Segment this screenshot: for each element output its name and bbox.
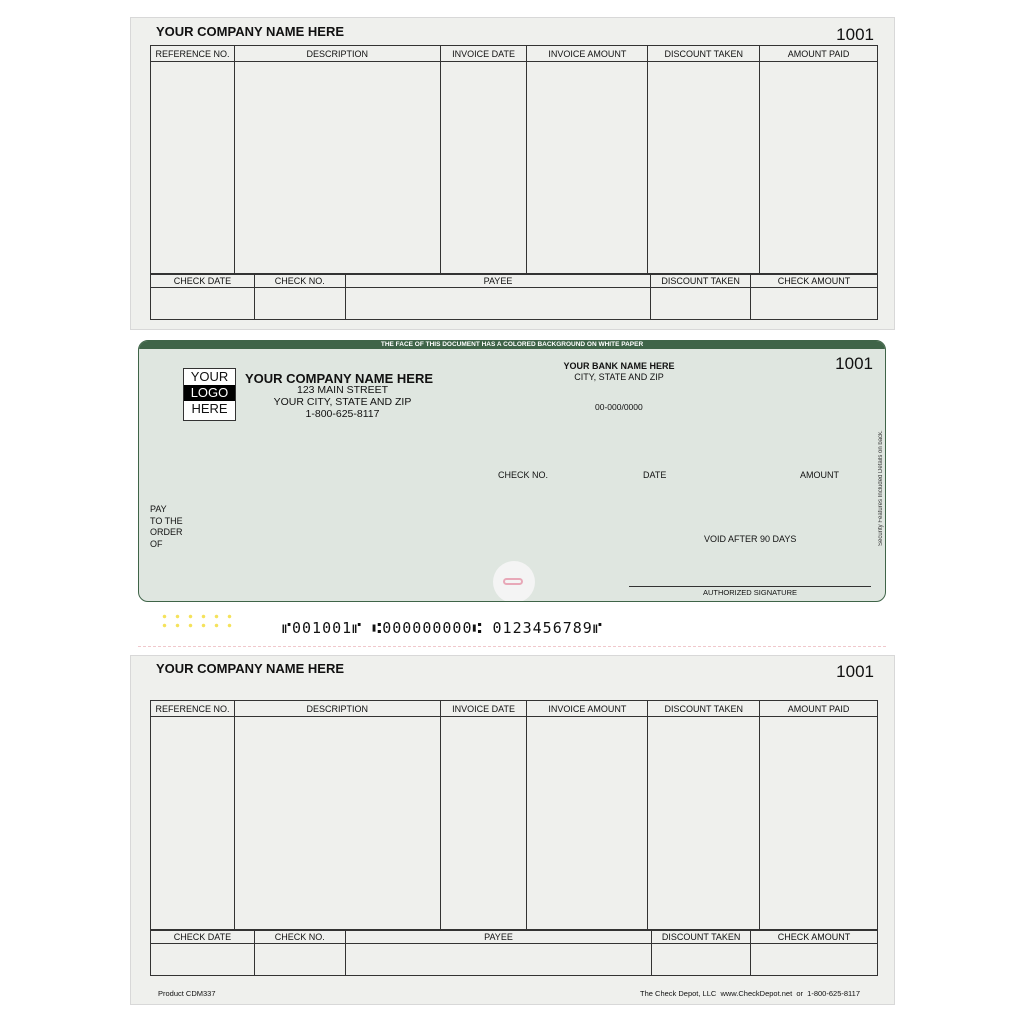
security-features-note: Security Features Included Details on ba… <box>878 430 884 546</box>
col-header: DISCOUNT TAKEN <box>647 45 761 62</box>
stub-check-number: 1001 <box>836 662 874 681</box>
col-header: REFERENCE NO. <box>150 700 235 717</box>
col-header: CHECK DATE <box>150 930 255 944</box>
date-label: DATE <box>643 470 667 480</box>
stub-table: REFERENCE NO. DESCRIPTION INVOICE DATE INVO… <box>150 45 878 274</box>
col-header: AMOUNT PAID <box>759 700 878 717</box>
col-header: DESCRIPTION <box>233 45 441 62</box>
product-code: Product CDM337 <box>158 989 216 998</box>
check-number: 1001 <box>835 354 873 373</box>
col-header: CHECK NO. <box>253 930 346 944</box>
col-header: INVOICE AMOUNT <box>526 45 649 62</box>
col-header: CHECK NO. <box>253 274 346 288</box>
col-header: INVOICE DATE <box>439 700 528 717</box>
stub-check-number: 1001 <box>836 25 874 44</box>
col-header: REFERENCE NO. <box>150 45 235 62</box>
security-dots-icon <box>158 612 236 632</box>
company-address: 123 MAIN STREET YOUR CITY, STATE AND ZIP 1… <box>273 384 412 420</box>
col-header: DISCOUNT TAKEN <box>650 274 752 288</box>
amount-label: AMOUNT <box>800 470 839 480</box>
col-header: DISCOUNT TAKEN <box>647 700 761 717</box>
vendor-info: The Check Depot, LLC www.CheckDepot.net … <box>640 989 860 998</box>
heat-seal-icon <box>493 561 535 601</box>
banner: THE FACE OF THIS DOCUMENT HAS A COLORED … <box>139 341 885 349</box>
perforation <box>138 646 886 647</box>
signature-label: AUTHORIZED SIGNATURE <box>702 588 798 597</box>
bottom-stub: YOUR COMPANY NAME HERE 1001 REFERENCE NO… <box>130 655 895 1005</box>
stub-company-name: YOUR COMPANY NAME HERE <box>156 661 345 676</box>
col-header: PAYEE <box>344 274 652 288</box>
col-header: INVOICE DATE <box>439 45 528 62</box>
col-header: CHECK DATE <box>150 274 255 288</box>
void-notice: VOID AFTER 90 DAYS <box>704 534 797 544</box>
col-header: INVOICE AMOUNT <box>526 700 649 717</box>
signature-line <box>629 586 871 587</box>
stub-company-name: YOUR COMPANY NAME HERE <box>156 24 345 39</box>
stub-footer-table: CHECK DATE CHECK NO. PAYEE DISCOUNT TAKEN CH… <box>150 274 878 320</box>
routing-fraction: 00-000/0000 <box>595 402 643 412</box>
col-header: DISCOUNT TAKEN <box>651 930 752 944</box>
col-header: DESCRIPTION <box>233 700 441 717</box>
col-header: AMOUNT PAID <box>759 45 878 62</box>
check-no-label: CHECK NO. <box>498 470 549 480</box>
stub-table: REFERENCE NO. DESCRIPTION INVOICE DATE INVO… <box>150 700 878 930</box>
check-face: THE FACE OF THIS DOCUMENT HAS A COLORED … <box>138 340 886 602</box>
pay-to-label: PAY TO THE ORDER OF <box>150 504 183 549</box>
col-header: CHECK AMOUNT <box>750 930 878 944</box>
micr-line: ⑈001001⑈ ⑆000000000⑆ 0123456789⑈ <box>282 619 603 637</box>
top-stub: YOUR COMPANY NAME HERE 1001 REFERENCE NO… <box>130 17 895 330</box>
check-company-name: YOUR COMPANY NAME HERE <box>245 371 434 386</box>
bank-info: YOUR BANK NAME HERE CITY, STATE AND ZIP <box>563 361 675 382</box>
col-header: CHECK AMOUNT <box>750 274 878 288</box>
col-header: PAYEE <box>344 930 653 944</box>
logo-placeholder: YOUR LOGO HERE <box>183 368 236 421</box>
stub-footer-table: CHECK DATE CHECK NO. PAYEE DISCOUNT TAKEN CH… <box>150 930 878 976</box>
